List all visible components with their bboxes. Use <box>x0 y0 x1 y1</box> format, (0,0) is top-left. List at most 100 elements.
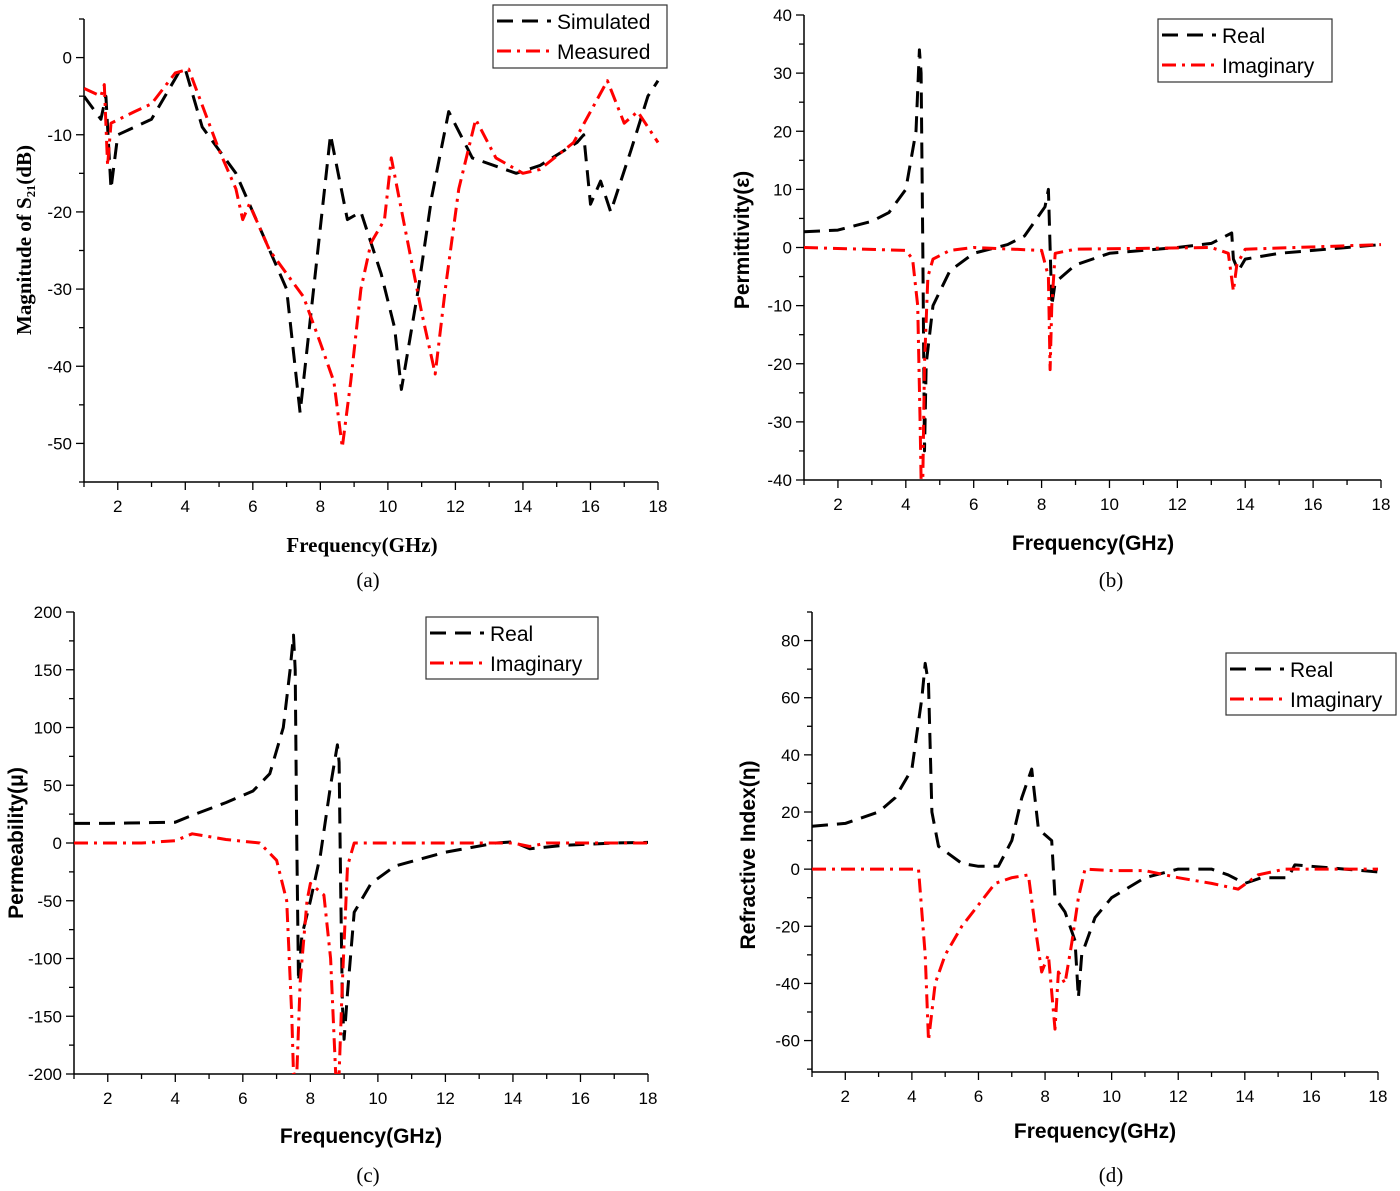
legend-label: Imaginary <box>1290 689 1383 712</box>
x-tick-label: 2 <box>833 495 842 514</box>
series-line-imaginary <box>804 243 1382 480</box>
y-tick-label: 40 <box>773 6 792 25</box>
x-axis-title: Frequency(GHz) <box>1014 1120 1176 1143</box>
x-tick-label: 6 <box>238 1089 247 1108</box>
x-tick-label: 8 <box>306 1089 315 1108</box>
y-tick-label: -20 <box>775 917 800 936</box>
y-tick-label: -40 <box>775 974 800 993</box>
y-tick-label: -20 <box>47 203 72 222</box>
y-tick-label: -50 <box>37 892 62 911</box>
y-tick-label: 200 <box>34 603 62 622</box>
x-tick-label: 8 <box>316 497 325 516</box>
y-tick-label: 0 <box>63 49 72 68</box>
x-tick-label: 4 <box>181 497 190 516</box>
chart-panel-c: 2 4 6 8 10 12 14 16 18 200 150 100 50 0 -50 -100 -150 -20… <box>5 603 657 1187</box>
x-tick-label: 2 <box>841 1087 850 1106</box>
x-tick-label: 16 <box>1302 1087 1321 1106</box>
x-tick-label: 6 <box>969 495 978 514</box>
y-tick-label: -200 <box>28 1065 62 1084</box>
x-tick-label: 14 <box>503 1089 522 1108</box>
panel-caption: (d) <box>1099 1163 1124 1187</box>
y-tick-label: 100 <box>34 719 62 738</box>
panel-caption: (b) <box>1099 568 1124 592</box>
legend-box <box>1157 18 1333 83</box>
y-tick-label: 80 <box>781 632 800 651</box>
x-tick-label: 16 <box>571 1089 590 1108</box>
y-tick-label: -60 <box>775 1032 800 1051</box>
x-tick-label: 14 <box>1236 495 1255 514</box>
x-tick-label: 6 <box>974 1087 983 1106</box>
x-tick-label: 4 <box>901 495 910 514</box>
legend-label: Imaginary <box>490 653 583 676</box>
legend-box <box>425 616 599 680</box>
x-tick-label: 12 <box>1168 495 1187 514</box>
x-tick-label: 2 <box>103 1089 112 1108</box>
x-tick-label: 6 <box>248 497 257 516</box>
y-tick-label: 0 <box>53 834 62 853</box>
y-axis-title: Permittivity(ε) <box>731 171 754 309</box>
y-tick-label: -150 <box>28 1007 62 1026</box>
series-line-real <box>812 661 1379 1000</box>
x-tick-label: 8 <box>1040 1087 1049 1106</box>
x-tick-label: 10 <box>1102 1087 1121 1106</box>
legend-label: Simulated <box>557 11 650 34</box>
y-tick-label: -40 <box>767 471 792 490</box>
y-tick-label: -40 <box>47 357 72 376</box>
x-tick-label: 4 <box>171 1089 180 1108</box>
y-axis-title: Refractive Index(η) <box>737 760 760 949</box>
x-tick-label: 16 <box>581 497 600 516</box>
x-axis-title: Frequency(GHz) <box>1012 532 1174 555</box>
legend: Real Imaginary <box>1157 18 1333 83</box>
legend: Real Imaginary <box>1225 652 1397 716</box>
y-tick-label: 10 <box>773 180 792 199</box>
series-line-imaginary <box>74 832 648 1074</box>
chart-panel-b: 2 4 6 8 10 12 14 16 18 40 30 20 10 0 -10 -20 -30 -40 Real I… <box>731 6 1390 592</box>
x-axis-title: Frequency(GHz) <box>280 1125 442 1148</box>
x-tick-label: 10 <box>1100 495 1119 514</box>
y-tick-label: 60 <box>781 689 800 708</box>
y-tick-label: 40 <box>781 746 800 765</box>
y-tick-label: -10 <box>47 126 72 145</box>
y-tick-label: -100 <box>28 950 62 969</box>
x-tick-label: 16 <box>1304 495 1323 514</box>
x-tick-label: 12 <box>1169 1087 1188 1106</box>
x-tick-label: 18 <box>639 1089 658 1108</box>
y-tick-label: -30 <box>47 280 72 299</box>
x-tick-label: 12 <box>436 1089 455 1108</box>
y-tick-label: 20 <box>781 803 800 822</box>
y-tick-label: 50 <box>43 776 62 795</box>
y-tick-label: 30 <box>773 64 792 83</box>
legend-box <box>1225 652 1397 716</box>
y-tick-label: 0 <box>791 860 800 879</box>
x-tick-label: 14 <box>1235 1087 1254 1106</box>
legend: Simulated Measured <box>492 4 668 69</box>
series-line-measured <box>84 67 660 449</box>
legend-box <box>492 4 668 69</box>
series-line-real <box>74 633 649 1041</box>
legend-label: Imaginary <box>1222 55 1315 78</box>
y-tick-label: -20 <box>767 355 792 374</box>
x-tick-label: 12 <box>446 497 465 516</box>
legend-label: Real <box>1290 659 1333 682</box>
panel-caption: (a) <box>356 568 379 592</box>
series-line-imaginary <box>812 867 1378 1043</box>
x-tick-label: 10 <box>368 1089 387 1108</box>
y-tick-label: 150 <box>34 661 62 680</box>
y-axis-title: Magnitude of S₂₁(dB) <box>12 145 36 335</box>
y-tick-label: 0 <box>783 239 792 258</box>
x-tick-label: 14 <box>513 497 532 516</box>
x-tick-label: 8 <box>1037 495 1046 514</box>
chart-panel-d: 2 4 6 8 10 12 14 16 18 80 60 40 20 0 -20 -40 -60 Real Imag… <box>737 611 1397 1187</box>
x-tick-label: 18 <box>1369 1087 1388 1106</box>
x-tick-label: 18 <box>649 497 668 516</box>
series-line-real <box>804 48 1382 453</box>
chart-panel-a: 2 4 6 8 10 12 14 16 18 0 -10 -20 -30 -40 -50 Simulated M… <box>12 4 668 592</box>
x-tick-label: 2 <box>113 497 122 516</box>
x-tick-label: 18 <box>1372 495 1391 514</box>
y-tick-label: -50 <box>47 434 72 453</box>
legend: Real Imaginary <box>425 616 599 680</box>
x-tick-label: 4 <box>907 1087 916 1106</box>
legend-label: Real <box>490 623 533 646</box>
y-tick-label: -10 <box>767 297 792 316</box>
